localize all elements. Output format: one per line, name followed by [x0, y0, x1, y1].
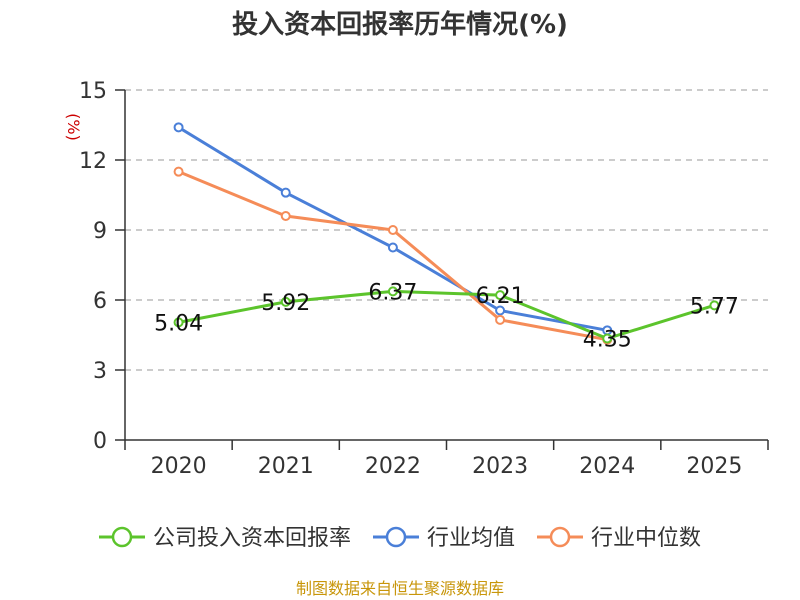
data-label: 6.21	[476, 284, 525, 309]
data-point	[173, 166, 184, 177]
x-tick-label: 2025	[686, 454, 742, 479]
x-tick-label: 2023	[472, 454, 528, 479]
data-point	[173, 317, 184, 328]
data-point	[495, 290, 506, 301]
data-label: 6.37	[368, 280, 417, 305]
axis-layer: 0 3 6 9 12 15 2020 2021 2022 2023 2024 2025	[79, 79, 769, 479]
source-note: 制图数据来自恒生聚源数据库	[296, 579, 504, 598]
y-axis-label: (%)	[64, 113, 83, 141]
data-point	[280, 296, 291, 307]
data-label: 5.77	[690, 294, 739, 319]
legend: 公司投入资本回报率 行业均值 行业中位数	[99, 526, 701, 551]
data-point	[387, 225, 398, 235]
legend-item: 行业中位数	[537, 526, 701, 551]
data-label: 5.04	[154, 311, 203, 336]
y-tick-label: 12	[79, 149, 107, 174]
x-tick-label: 2020	[151, 454, 207, 479]
data-point	[602, 333, 613, 344]
x-tick-label: 2021	[258, 454, 314, 479]
series-line	[177, 170, 609, 342]
legend-item: 行业均值	[373, 526, 515, 551]
data-point	[280, 211, 291, 221]
legend-label: 行业中位数	[591, 526, 701, 551]
grid-layer	[125, 89, 768, 371]
x-tick-label: 2024	[579, 454, 635, 479]
legend-label: 公司投入资本回报率	[153, 526, 351, 551]
chart-title: 投入资本回报率历年情况(%)	[232, 9, 568, 40]
legend-marker	[549, 526, 571, 548]
x-tick-label: 2022	[365, 454, 421, 479]
data-label: 4.35	[583, 328, 632, 353]
data-label: 5.92	[261, 291, 310, 316]
legend-marker	[111, 526, 133, 548]
data-point	[387, 286, 398, 297]
data-point	[387, 242, 398, 253]
y-tick-label: 3	[93, 359, 107, 384]
data-point	[709, 300, 720, 311]
data-label-layer: 5.04 5.92 6.37 6.21 4.35 5.77	[154, 280, 739, 352]
legend-label: 行业均值	[427, 526, 515, 551]
data-point	[495, 314, 506, 325]
y-tick-label: 9	[93, 219, 107, 244]
legend-marker	[385, 526, 407, 548]
y-tick-label: 6	[93, 289, 107, 314]
y-tick-label: 15	[79, 79, 107, 104]
data-point	[173, 122, 184, 133]
data-point	[280, 187, 291, 198]
legend-item: 公司投入资本回报率	[99, 526, 351, 551]
series-layer	[173, 122, 720, 345]
data-point	[495, 305, 506, 316]
y-tick-label: 0	[93, 429, 107, 454]
series-line	[177, 289, 716, 340]
